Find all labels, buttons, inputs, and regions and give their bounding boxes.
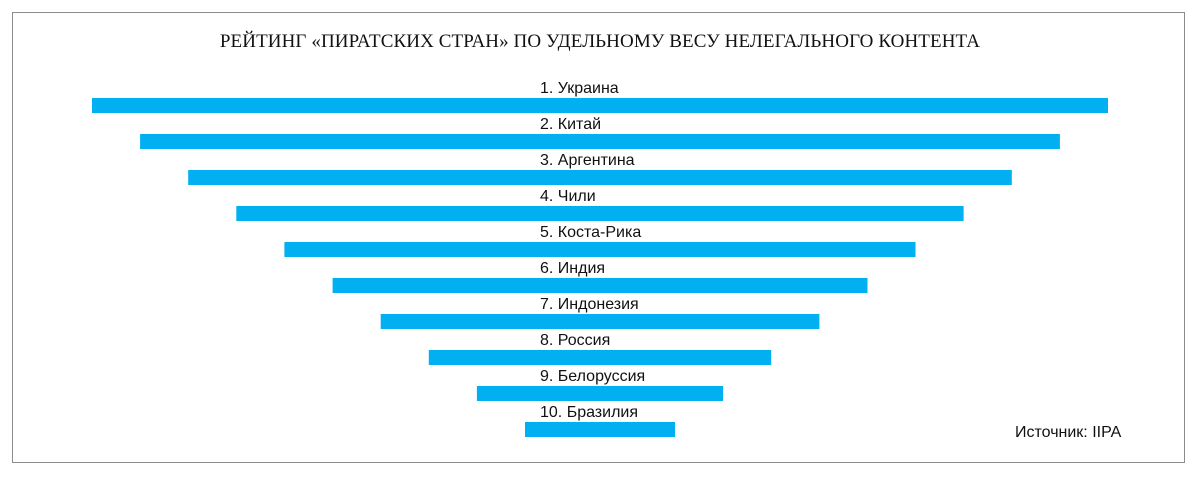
bar-9 <box>476 386 724 401</box>
bar-5 <box>284 242 916 257</box>
bar-8 <box>428 350 772 365</box>
bar-3 <box>188 170 1012 185</box>
category-label-9: 9. Белоруссия <box>540 368 645 385</box>
category-label-2: 2. Китай <box>540 116 601 133</box>
bar-7 <box>380 314 820 329</box>
bar-4 <box>236 206 964 221</box>
category-label-4: 4. Чили <box>540 188 596 205</box>
bar-10 <box>525 422 675 437</box>
bar-2 <box>140 134 1060 149</box>
bar-6 <box>332 278 868 293</box>
bar-1 <box>92 98 1108 113</box>
category-label-6: 6. Индия <box>540 260 605 277</box>
source-note: Источник: IIPA <box>1015 424 1122 441</box>
category-label-3: 3. Аргентина <box>540 152 635 169</box>
chart-title: РЕЙТИНГ «ПИРАТСКИХ СТРАН» ПО УДЕЛЬНОМУ В… <box>219 31 981 52</box>
category-label-5: 5. Коста-Рика <box>540 224 641 241</box>
category-label-1: 1. Украина <box>540 80 619 97</box>
category-label-7: 7. Индонезия <box>540 296 639 313</box>
category-label-10: 10. Бразилия <box>540 404 638 421</box>
category-label-8: 8. Россия <box>540 332 610 349</box>
